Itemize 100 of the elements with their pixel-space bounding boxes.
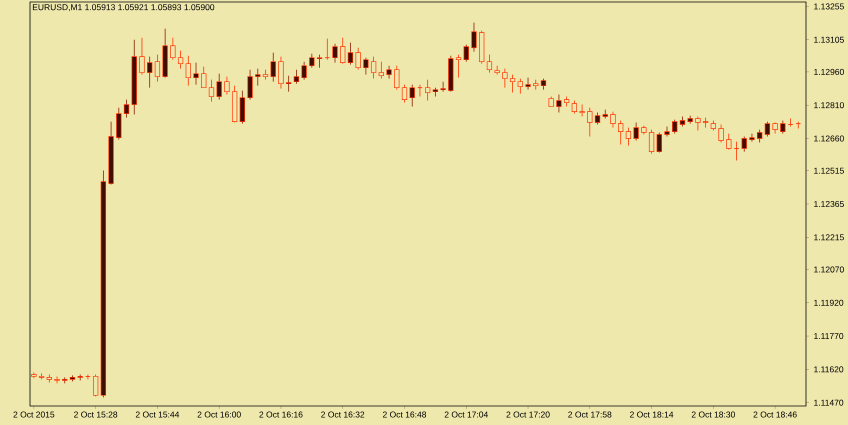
x-tick-label: 2 Oct 15:28 [74,412,118,418]
candlestick [417,84,423,97]
candlestick [440,81,446,92]
candlestick [378,61,384,79]
candlestick [533,79,538,90]
candlestick [363,57,369,75]
candlestick [316,54,322,68]
candlestick [525,77,531,90]
candlestick [502,68,508,88]
x-tick-label: 2 Oct 17:58 [568,412,612,418]
candlestick [270,52,276,82]
candlestick [186,55,191,86]
candlestick [348,42,354,65]
candlestick [772,122,778,134]
candlestick [124,99,130,118]
candlestick [139,37,145,75]
candlestick [216,73,222,100]
candlestick [626,127,632,146]
candlestick [710,120,716,131]
candlestick [540,78,546,90]
x-tick-label: 2 Oct 2015 [14,412,54,418]
candlestick [464,44,469,62]
x-tick-label: 2 Oct 18:46 [754,412,797,418]
candlestick [633,122,639,141]
candlestick [510,74,516,93]
candlestick [695,116,701,131]
candlestick [587,107,592,137]
candlestick [262,69,268,80]
candlestick [85,374,91,380]
candlestick [332,43,338,63]
candlestick [301,61,307,80]
y-tick-label: 1.12070 [814,266,844,272]
candlestick [402,84,408,103]
candlestick [548,96,554,107]
y-tick-label: 1.12215 [814,234,844,240]
candlestick [471,22,477,52]
candlestick [734,141,740,161]
candlestick [680,116,686,127]
candlestick [38,372,44,380]
chart-title: EURUSD,M1 1.05913 1.05921 1.05893 1.05900 [32,4,214,12]
candlestick [780,120,786,134]
candlestick [340,37,346,64]
candlestick [757,129,762,143]
candlestick [564,96,570,107]
candlestick [170,37,176,60]
candlestick [386,65,392,79]
y-tick-label: 1.12810 [814,102,844,108]
x-tick-label: 2 Oct 16:00 [198,412,241,418]
candlestick [294,69,300,84]
y-tick-label: 1.11920 [814,300,844,306]
candlestick [370,56,376,79]
candlestick [224,76,230,95]
candlestick [240,90,246,124]
candlestick [742,136,747,152]
candlestick [147,56,152,88]
candlestick [193,62,199,85]
candlestick [788,118,794,127]
x-tick-label: 2 Oct 17:20 [506,412,550,418]
candlestick [656,132,662,153]
candlestick [178,50,184,69]
y-tick-label: 1.12365 [814,200,844,207]
candlestick [116,107,122,140]
candlestick [92,374,98,397]
x-tick-label: 2 Oct 17:04 [444,412,488,418]
y-tick-label: 1.11470 [814,400,844,406]
y-tick-label: 1.12960 [814,68,844,75]
candlestick [486,54,492,73]
x-tick-label: 2 Oct 16:48 [382,412,426,418]
candlestick [432,87,438,97]
candlestick [572,100,578,114]
candlestick [201,66,206,88]
candlestick [702,117,708,128]
candlestick [518,78,523,94]
candlestick [579,104,585,117]
candlestick [424,79,430,101]
candlestick [648,129,654,154]
y-tick-label: 1.11770 [814,333,844,340]
y-tick-label: 1.13255 [814,3,844,10]
x-tick-label: 2 Oct 16:16 [259,412,303,418]
candlestick [394,65,400,90]
y-tick-label: 1.12660 [814,136,844,142]
y-tick-label: 1.12515 [814,168,844,174]
candlestick [618,120,624,145]
y-tick-label: 1.11620 [814,366,844,372]
candlestick [286,75,292,92]
candlestick [309,53,315,68]
candlestick [356,47,361,70]
candlestick [54,376,60,384]
candlestick [672,119,678,134]
candlestick [594,112,600,125]
x-tick-label: 2 Oct 16:32 [321,412,364,418]
x-tick-label: 2 Oct 15:44 [136,412,180,418]
candlestick [255,68,260,86]
x-tick-label: 2 Oct 18:14 [630,412,674,418]
y-tick-label: 1.13105 [814,36,844,43]
candlestick [247,69,253,100]
candlestick [410,84,415,107]
candlestick [664,126,670,137]
candlestick [610,111,616,128]
candlestick [764,121,770,137]
